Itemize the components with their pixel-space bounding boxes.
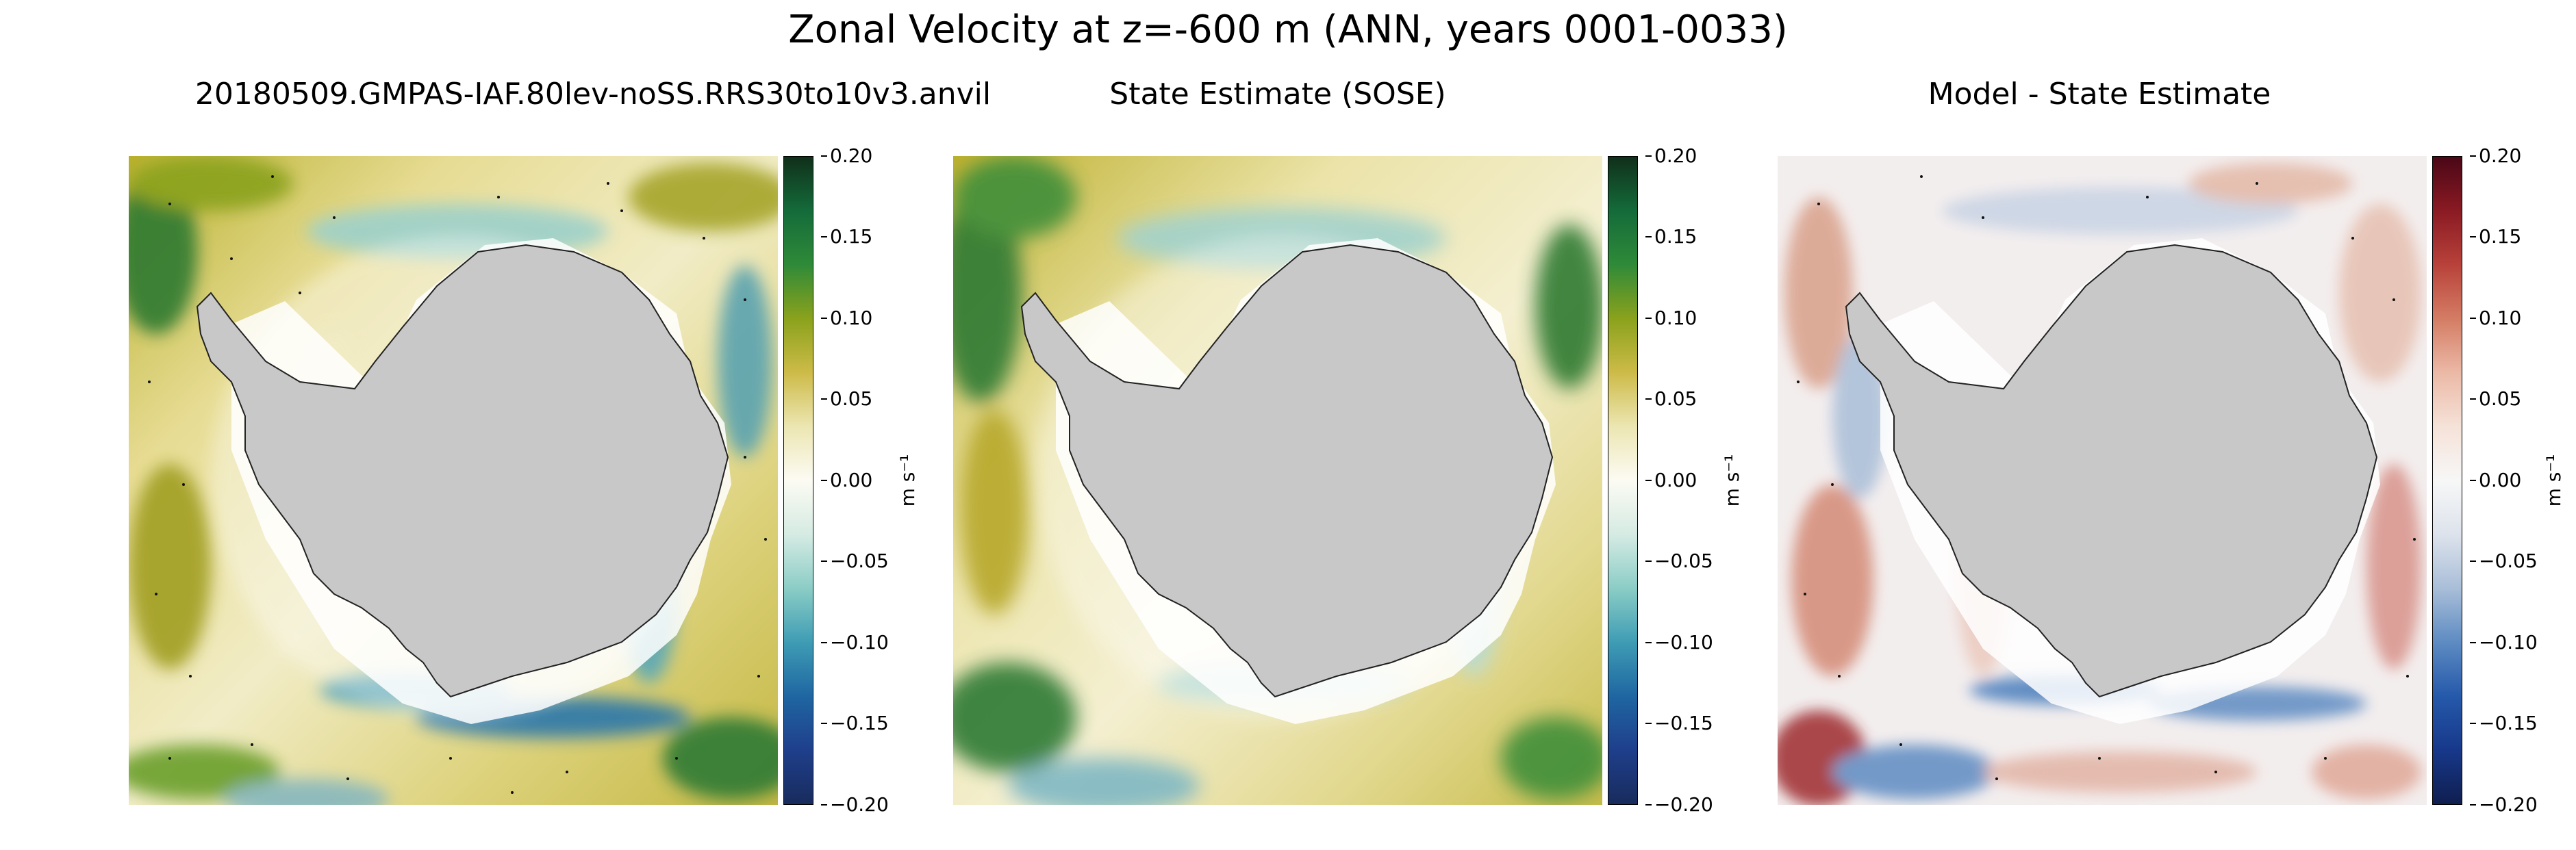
- panel-1-title: 20180509.GMPAS-IAF.80lev-noSS.RRS30to10v…: [194, 77, 992, 112]
- panel-2-map: [953, 156, 1602, 805]
- panel-3-colorbar-tick: 0.20: [2469, 144, 2522, 167]
- panel-3-colorbar-tick: 0.00: [2469, 469, 2522, 491]
- panel-3-colorbar-tick: 0.15: [2469, 225, 2522, 248]
- panel-3-colorbar-tick: 0.10: [2469, 307, 2522, 329]
- panel-1-colorbar-tick: −0.15: [821, 712, 889, 734]
- panel-1-colorbar-tick: 0.15: [820, 225, 873, 248]
- panel-1-field: [129, 156, 778, 805]
- panel-2-colorbar-tick: 0.05: [1645, 387, 1697, 410]
- panel-3-title: Model - State Estimate: [1928, 77, 2271, 112]
- panel-1-colorbar-tick: 0.05: [820, 387, 873, 410]
- panel-1-colorbar: [783, 156, 813, 805]
- panel-2-colorbar-tick: 0.10: [1645, 307, 1697, 329]
- panel-3-field: [1778, 156, 2427, 805]
- panel-1-map: [129, 156, 778, 805]
- panel-1-colorbar-tick: −0.20: [821, 793, 889, 816]
- panel-2-colorbar-tick: 0.20: [1645, 144, 1697, 167]
- panel-2-colorbar-tick: 0.00: [1645, 469, 1697, 491]
- panel-3-speckle: [1797, 175, 2416, 780]
- panel-1-colorbar-tick: 0.00: [820, 469, 873, 491]
- panel-2-colorbar-tick: −0.20: [1645, 793, 1713, 816]
- panel-1-colorbar-tick: 0.20: [820, 144, 873, 167]
- panel-3-colorbar-label: m s⁻¹: [2542, 454, 2565, 507]
- panel-3-antarctica-land: [1845, 244, 2378, 698]
- panel-3-colorbar-tick: −0.15: [2470, 712, 2538, 734]
- panel-1-antarctica-land: [196, 244, 729, 698]
- panel-2-colorbar-tick: −0.10: [1645, 631, 1713, 654]
- panel-1-colorbar-tick: 0.10: [820, 307, 873, 329]
- panel-3-colorbar: [2432, 156, 2462, 805]
- panel-3-colorbar-tick: 0.05: [2469, 387, 2522, 410]
- panel-1-speckle: [148, 175, 767, 794]
- panel-2-colorbar-tick: −0.15: [1645, 712, 1713, 734]
- panel-2-antarctica-land: [1020, 244, 1554, 698]
- panel-2-field: [953, 156, 1602, 805]
- panel-1-colorbar-tick: −0.10: [821, 631, 889, 654]
- panel-2-title: State Estimate (SOSE): [1109, 77, 1446, 112]
- panel-2-colorbar: [1608, 156, 1638, 805]
- panel-2-colorbar-tick: −0.05: [1645, 550, 1713, 572]
- panel-1-colorbar-tick: −0.05: [821, 550, 889, 572]
- panel-3-colorbar-tick: −0.10: [2470, 631, 2538, 654]
- figure-title: Zonal Velocity at z=-600 m (ANN, years 0…: [788, 8, 1788, 52]
- panel-3-map: [1778, 156, 2427, 805]
- panel-1-colorbar-label: m s⁻¹: [896, 454, 919, 507]
- panel-3-colorbar-tick: −0.20: [2470, 793, 2538, 816]
- panel-2-colorbar-label: m s⁻¹: [1721, 454, 1743, 507]
- panel-3-colorbar-tick: −0.05: [2470, 550, 2538, 572]
- panel-2-colorbar-tick: 0.15: [1645, 225, 1697, 248]
